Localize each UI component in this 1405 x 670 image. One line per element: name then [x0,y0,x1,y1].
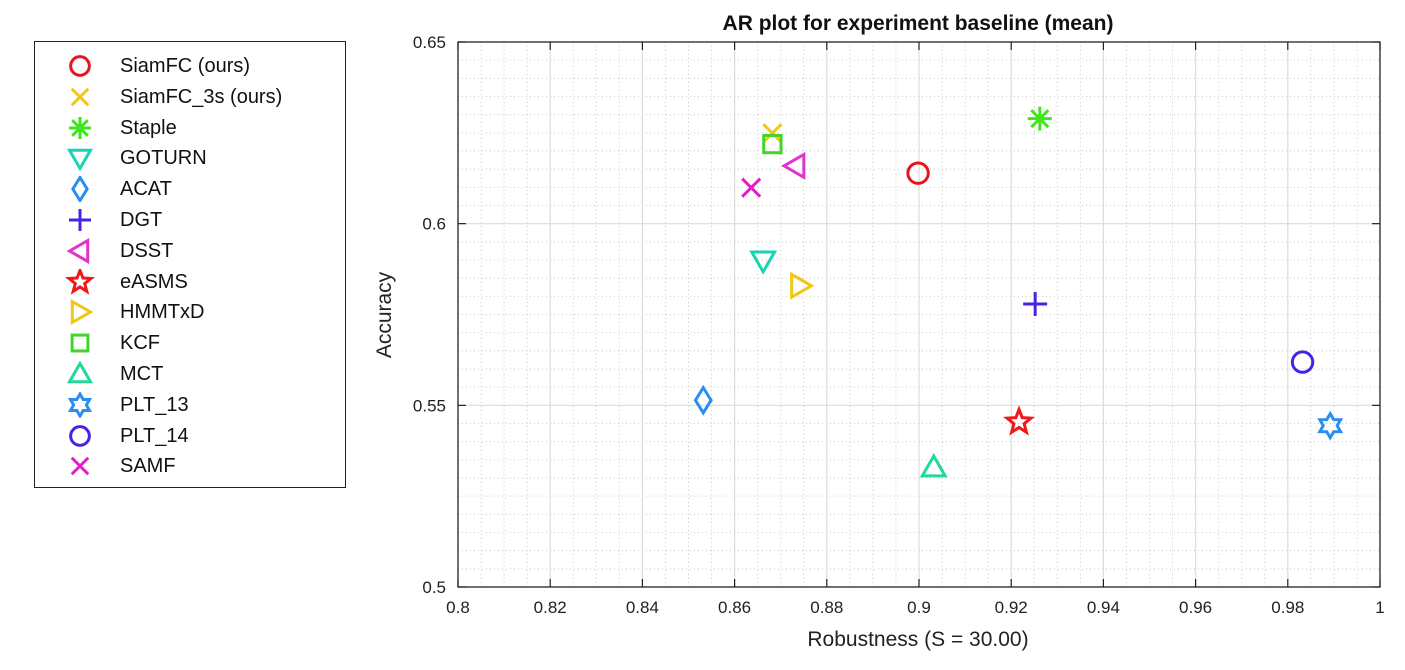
grid [458,42,1380,587]
legend-label: PLT_13 [120,393,189,416]
chart-title: AR plot for experiment baseline (mean) [723,12,1114,35]
legend-label: KCF [120,332,160,355]
legend-label: HMMTxD [120,301,205,324]
legend-marker [70,457,90,476]
legend-item: MCT [35,359,345,389]
data-point [1003,405,1035,436]
legend-marker [70,87,90,107]
legend-marker-icon [70,333,90,353]
y-tick-label: 0.65 [413,33,446,52]
legend-item: PLT_14 [35,421,345,451]
x-tick-label: 0.92 [995,598,1028,617]
x-tick-label: 0.94 [1087,598,1120,617]
legend-item: DSST [35,236,345,266]
legend-label: DSST [120,239,174,262]
legend-item: ACAT [35,174,345,204]
x-tick-label: 0.86 [718,598,751,617]
legend-marker [69,55,91,77]
legend-marker-icon [70,457,90,476]
legend-label: PLT_14 [120,424,189,447]
data-point [781,151,806,180]
legend-marker-icon [66,237,90,264]
legend-marker-icon [69,116,91,139]
y-tick-label: 0.6 [422,215,446,234]
legend-marker [66,361,94,384]
legend-label: ACAT [120,178,172,201]
legend-label: SiamFC (ours) [120,55,251,77]
legend-label: SiamFC_3s (ours) [120,85,283,108]
legend-label: eASMS [120,270,188,293]
data-point [749,250,778,275]
data-point [1027,106,1052,131]
x-tick-label: 0.98 [1271,598,1304,617]
data-points [693,106,1344,478]
legend-marker-icon [66,361,94,384]
x-tick-label: 0.96 [1179,598,1212,617]
legend-marker-icon [69,55,91,77]
data-point [762,123,783,144]
legend-marker [70,299,94,326]
data-point [1023,291,1048,316]
legend-item: HMMTxD [35,297,345,327]
x-tick-label: 0.88 [810,598,843,617]
legend-marker-icon [70,87,90,107]
data-point [790,271,815,300]
x-axis-label: Robustness (S = 30.00) [807,628,1028,651]
legend-label: SAMF [120,455,176,478]
x-tick-label: 1 [1375,598,1384,617]
legend-marker [67,391,93,418]
legend-marker-icon [67,391,93,418]
y-tick-label: 0.55 [413,396,446,415]
y-axis-label: Accuracy [373,271,396,358]
data-point [1290,350,1315,374]
legend-marker [69,424,91,447]
legend-marker [65,268,95,295]
data-point [693,384,713,416]
legend-label: DGT [120,209,163,231]
legend-marker-icon [65,268,95,295]
legend-item: SAMF [35,451,345,481]
x-tick-label: 0.9 [907,598,931,617]
data-point [906,161,930,185]
legend-marker [66,237,90,264]
legend-marker [69,209,91,231]
legend-marker [70,333,90,353]
legend-item: Staple [35,113,345,143]
x-tick-label: 0.8 [446,598,470,617]
legend-item: SiamFC_3s (ours) [35,82,345,112]
x-tick-label: 0.82 [534,598,567,617]
legend-marker [69,116,91,139]
legend-item: SiamFC (ours) [35,51,345,81]
legend-item: GOTURN [35,143,345,173]
legend-marker-icon [69,424,91,447]
legend: SiamFC (ours) SiamFC_3s (ours) Staple GOTUR… [34,41,346,488]
x-tick-label: 0.84 [626,598,659,617]
legend-label: MCT [120,363,164,385]
data-point [741,177,762,198]
data-point [1317,410,1344,441]
legend-item: eASMS [35,267,345,297]
legend-marker-icon [70,299,94,326]
data-point [919,453,948,478]
legend-marker-icon [69,209,91,231]
y-tick-label: 0.5 [422,578,446,597]
legend-marker [71,176,89,203]
legend-label: Staple [120,116,177,139]
legend-marker-icon [71,176,89,203]
legend-item: PLT_13 [35,390,345,420]
data-point [762,133,783,155]
legend-item: KCF [35,328,345,358]
legend-marker-icon [66,149,94,172]
legend-label: GOTURN [120,147,207,170]
legend-item: DGT [35,205,345,235]
legend-marker [66,149,94,172]
